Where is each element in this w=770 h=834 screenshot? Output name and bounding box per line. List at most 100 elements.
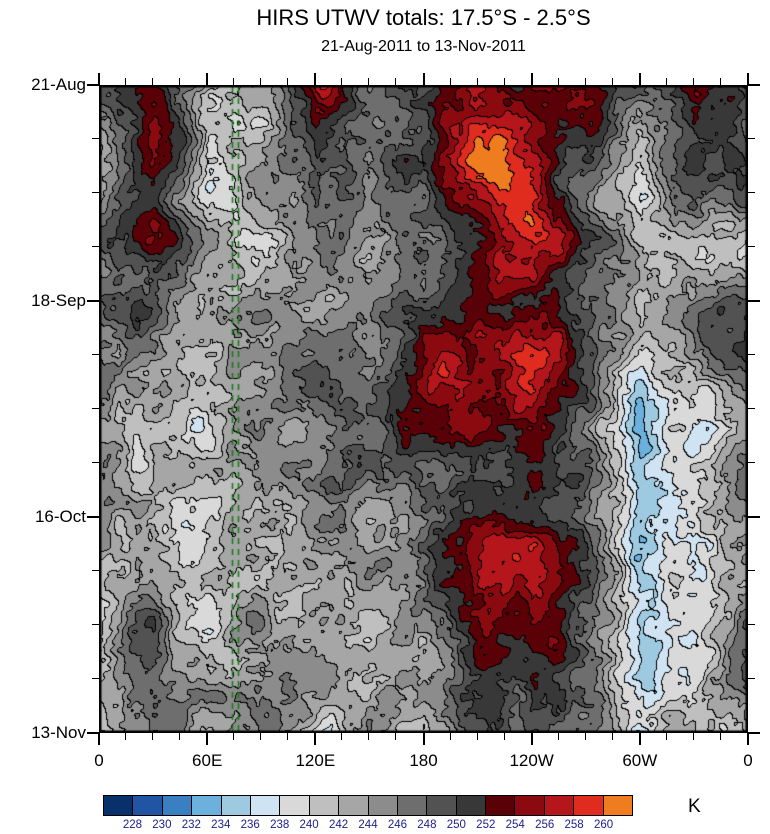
axis-tick bbox=[87, 732, 99, 734]
axis-tick bbox=[152, 78, 154, 85]
axis-tick bbox=[92, 408, 99, 409]
axis-tick bbox=[611, 78, 613, 85]
axis-tick bbox=[449, 733, 451, 740]
colorbar-tick-label: 228 bbox=[122, 819, 143, 831]
axis-tick bbox=[233, 78, 235, 85]
colorbar-tick-label: 230 bbox=[152, 819, 172, 831]
colorbar-tick-label: 250 bbox=[446, 819, 466, 831]
colorbar-tick-label: 244 bbox=[358, 819, 378, 831]
axis-tick bbox=[557, 78, 559, 85]
axis-tick bbox=[530, 73, 533, 85]
axis-tick bbox=[584, 733, 586, 740]
axis-tick bbox=[611, 733, 613, 740]
colorbar-cell bbox=[456, 796, 487, 815]
axis-tick bbox=[748, 732, 760, 734]
colorbar-cell bbox=[250, 796, 281, 815]
axis-tick bbox=[748, 84, 760, 86]
colorbar-units-label: K bbox=[688, 796, 701, 817]
axis-tick bbox=[98, 73, 100, 85]
axis-tick bbox=[341, 733, 343, 740]
colorbar-cell bbox=[309, 796, 340, 815]
axis-tick bbox=[476, 733, 478, 740]
colorbar-tick-label: 242 bbox=[328, 819, 349, 831]
colorbar-tick-label: 240 bbox=[299, 819, 319, 831]
axis-tick bbox=[584, 78, 586, 85]
axis-tick bbox=[92, 624, 99, 625]
axis-tick bbox=[152, 733, 154, 740]
axis-tick bbox=[87, 84, 99, 86]
axis-tick bbox=[92, 462, 99, 463]
axis-tick bbox=[719, 78, 721, 85]
axis-tick bbox=[422, 73, 425, 85]
colorbar-cell bbox=[368, 796, 398, 815]
axis-tick bbox=[748, 570, 755, 571]
axis-tick bbox=[314, 733, 317, 745]
axis-tick bbox=[125, 78, 127, 85]
colorbar-tick-label: 254 bbox=[505, 819, 525, 831]
colorbar-tick-label: 246 bbox=[387, 819, 408, 831]
colorbar-cell bbox=[397, 796, 428, 815]
axis-tick bbox=[748, 192, 755, 193]
axis-tick bbox=[476, 78, 478, 85]
axis-tick bbox=[260, 78, 262, 85]
axis-tick bbox=[233, 733, 235, 740]
axis-tick bbox=[748, 246, 755, 247]
x-tick-label: 60E bbox=[192, 751, 223, 770]
colorbar-tick-label: 236 bbox=[240, 819, 260, 831]
x-tick-label: 120W bbox=[509, 751, 554, 770]
axis-tick bbox=[206, 73, 209, 85]
axis-tick bbox=[125, 733, 127, 740]
y-tick-label: 18-Sep bbox=[31, 291, 86, 310]
axis-tick bbox=[748, 138, 755, 139]
axis-tick bbox=[692, 78, 694, 85]
y-tick-label: 13-Nov bbox=[31, 723, 86, 742]
axis-tick bbox=[87, 300, 99, 302]
x-tick-label: 60W bbox=[622, 751, 658, 770]
x-tick-label: 0 bbox=[94, 751, 104, 770]
colorbar-tick-label: 238 bbox=[270, 819, 290, 831]
axis-tick bbox=[503, 78, 505, 85]
axis-tick bbox=[87, 516, 99, 518]
axis-tick bbox=[395, 733, 397, 740]
axis-tick bbox=[748, 462, 755, 463]
axis-tick bbox=[748, 678, 755, 679]
axis-tick bbox=[665, 733, 667, 740]
colorbar-cell bbox=[427, 796, 457, 815]
axis-tick bbox=[92, 678, 99, 679]
axis-tick bbox=[748, 516, 760, 518]
axis-tick bbox=[719, 733, 721, 740]
colorbar-cell bbox=[104, 796, 134, 815]
axis-tick bbox=[179, 78, 181, 85]
axis-tick bbox=[638, 73, 641, 85]
axis-tick bbox=[503, 733, 505, 740]
axis-tick bbox=[287, 78, 289, 85]
axis-tick bbox=[748, 300, 760, 302]
axis-tick bbox=[98, 733, 100, 745]
axis-tick bbox=[92, 246, 99, 247]
axis-tick bbox=[341, 78, 343, 85]
axis-tick bbox=[748, 624, 755, 625]
y-tick-label: 21-Aug bbox=[31, 75, 86, 94]
axis-tick bbox=[179, 733, 181, 740]
colorbar-cell bbox=[133, 796, 163, 815]
colorbar-cell bbox=[280, 796, 310, 815]
colorbar-cell bbox=[603, 796, 633, 815]
axis-tick bbox=[92, 354, 99, 355]
y-tick-label: 16-Oct bbox=[34, 507, 86, 526]
colorbar bbox=[103, 795, 633, 816]
colorbar-tick-label: 232 bbox=[181, 819, 201, 831]
axis-tick bbox=[530, 733, 533, 745]
colorbar-cell bbox=[221, 796, 251, 815]
axis-tick bbox=[206, 733, 209, 745]
colorbar-tick-label: 234 bbox=[211, 819, 231, 831]
colorbar-tick-label: 248 bbox=[417, 819, 437, 831]
colorbar-tick-label: 256 bbox=[535, 819, 555, 831]
colorbar-cell bbox=[486, 796, 516, 815]
colorbar-cell bbox=[515, 796, 545, 815]
axis-tick bbox=[422, 733, 425, 745]
axis-tick bbox=[92, 570, 99, 571]
axis-tick bbox=[395, 78, 397, 85]
colorbar-tick-label: 260 bbox=[593, 819, 614, 831]
axis-tick bbox=[747, 733, 749, 745]
